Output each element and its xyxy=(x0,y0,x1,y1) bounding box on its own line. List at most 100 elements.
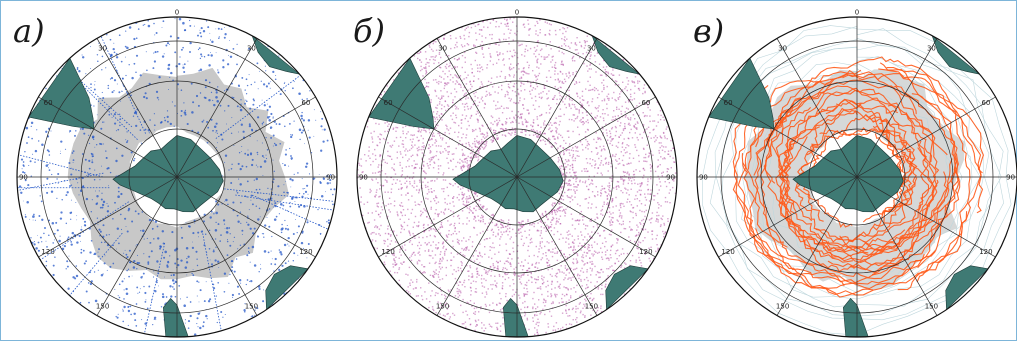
obs-point xyxy=(667,220,669,222)
obs-point xyxy=(250,153,252,156)
obs-point xyxy=(498,44,500,46)
obs-point xyxy=(553,339,554,340)
obs-point xyxy=(588,68,590,70)
obs-point xyxy=(476,324,478,326)
obs-point xyxy=(512,279,514,281)
obs-point xyxy=(663,233,665,235)
obs-point xyxy=(410,212,412,214)
obs-point xyxy=(617,97,619,99)
obs-point xyxy=(486,94,488,96)
obs-point xyxy=(318,174,320,175)
obs-point xyxy=(429,274,432,276)
obs-point xyxy=(75,274,79,278)
obs-point xyxy=(118,242,120,245)
obs-point xyxy=(444,208,447,210)
obs-point xyxy=(617,239,619,242)
obs-point xyxy=(615,118,617,120)
obs-point xyxy=(508,133,511,135)
obs-point xyxy=(600,192,602,194)
obs-point xyxy=(554,29,557,32)
obs-point xyxy=(479,254,482,257)
obs-point xyxy=(305,162,309,165)
obs-point xyxy=(439,101,441,103)
obs-point xyxy=(275,74,277,77)
obs-point xyxy=(406,186,408,189)
obs-point xyxy=(427,250,430,252)
obs-point xyxy=(162,20,165,23)
obs-point xyxy=(666,138,668,140)
obs-point xyxy=(456,326,458,328)
obs-point xyxy=(379,138,381,141)
obs-point xyxy=(531,263,534,265)
obs-point xyxy=(472,157,474,159)
obs-point xyxy=(427,82,430,84)
obs-point xyxy=(471,72,473,74)
obs-point xyxy=(561,136,564,139)
obs-point xyxy=(390,234,392,236)
obs-point xyxy=(330,139,332,141)
obs-point xyxy=(594,167,596,169)
obs-point xyxy=(557,136,559,138)
obs-point xyxy=(416,281,418,283)
obs-point xyxy=(429,152,431,154)
obs-point xyxy=(367,222,369,224)
obs-point xyxy=(661,218,663,221)
obs-point xyxy=(551,146,553,148)
obs-point xyxy=(375,194,377,196)
obs-point xyxy=(509,100,512,102)
obs-point xyxy=(462,161,464,163)
obs-point xyxy=(92,155,94,157)
obs-point xyxy=(414,287,417,289)
obs-point xyxy=(607,317,610,319)
obs-point xyxy=(601,113,604,115)
obs-point xyxy=(505,123,507,125)
obs-point xyxy=(307,119,311,122)
obs-point xyxy=(193,25,195,27)
obs-point xyxy=(675,227,677,230)
obs-point xyxy=(372,91,375,93)
obs-point xyxy=(472,149,474,151)
obs-point xyxy=(213,213,215,215)
obs-point xyxy=(622,154,625,157)
obs-point xyxy=(631,293,633,295)
obs-point xyxy=(595,107,598,110)
obs-point xyxy=(439,253,441,256)
obs-point xyxy=(493,267,495,269)
obs-point xyxy=(565,312,568,314)
obs-point xyxy=(215,52,217,54)
obs-point xyxy=(372,257,375,260)
obs-point xyxy=(659,225,662,228)
obs-point xyxy=(616,219,618,221)
obs-point xyxy=(231,293,234,297)
obs-point xyxy=(32,153,34,155)
obs-point xyxy=(121,154,124,157)
obs-point xyxy=(597,167,600,169)
obs-point xyxy=(236,192,239,194)
obs-point xyxy=(583,278,586,281)
obs-point xyxy=(451,67,453,70)
obs-point xyxy=(544,140,546,143)
obs-point xyxy=(419,181,421,183)
obs-point xyxy=(537,230,540,232)
obs-point xyxy=(622,223,624,225)
obs-point xyxy=(645,199,648,201)
obs-point xyxy=(387,203,390,205)
obs-point xyxy=(270,263,273,265)
obs-point xyxy=(554,202,556,204)
obs-point xyxy=(468,279,470,281)
obs-point xyxy=(569,171,571,174)
obs-point xyxy=(56,229,59,232)
obs-point xyxy=(440,137,442,139)
obs-point xyxy=(80,228,83,231)
obs-point xyxy=(498,12,499,13)
obs-point xyxy=(70,173,73,176)
obs-point xyxy=(519,227,522,230)
obs-point xyxy=(250,83,253,86)
obs-point xyxy=(442,241,445,243)
obs-point xyxy=(549,138,551,141)
obs-point xyxy=(107,302,109,304)
obs-point xyxy=(483,56,485,58)
obs-point xyxy=(466,102,468,105)
obs-point xyxy=(396,234,398,237)
obs-point xyxy=(220,234,222,236)
